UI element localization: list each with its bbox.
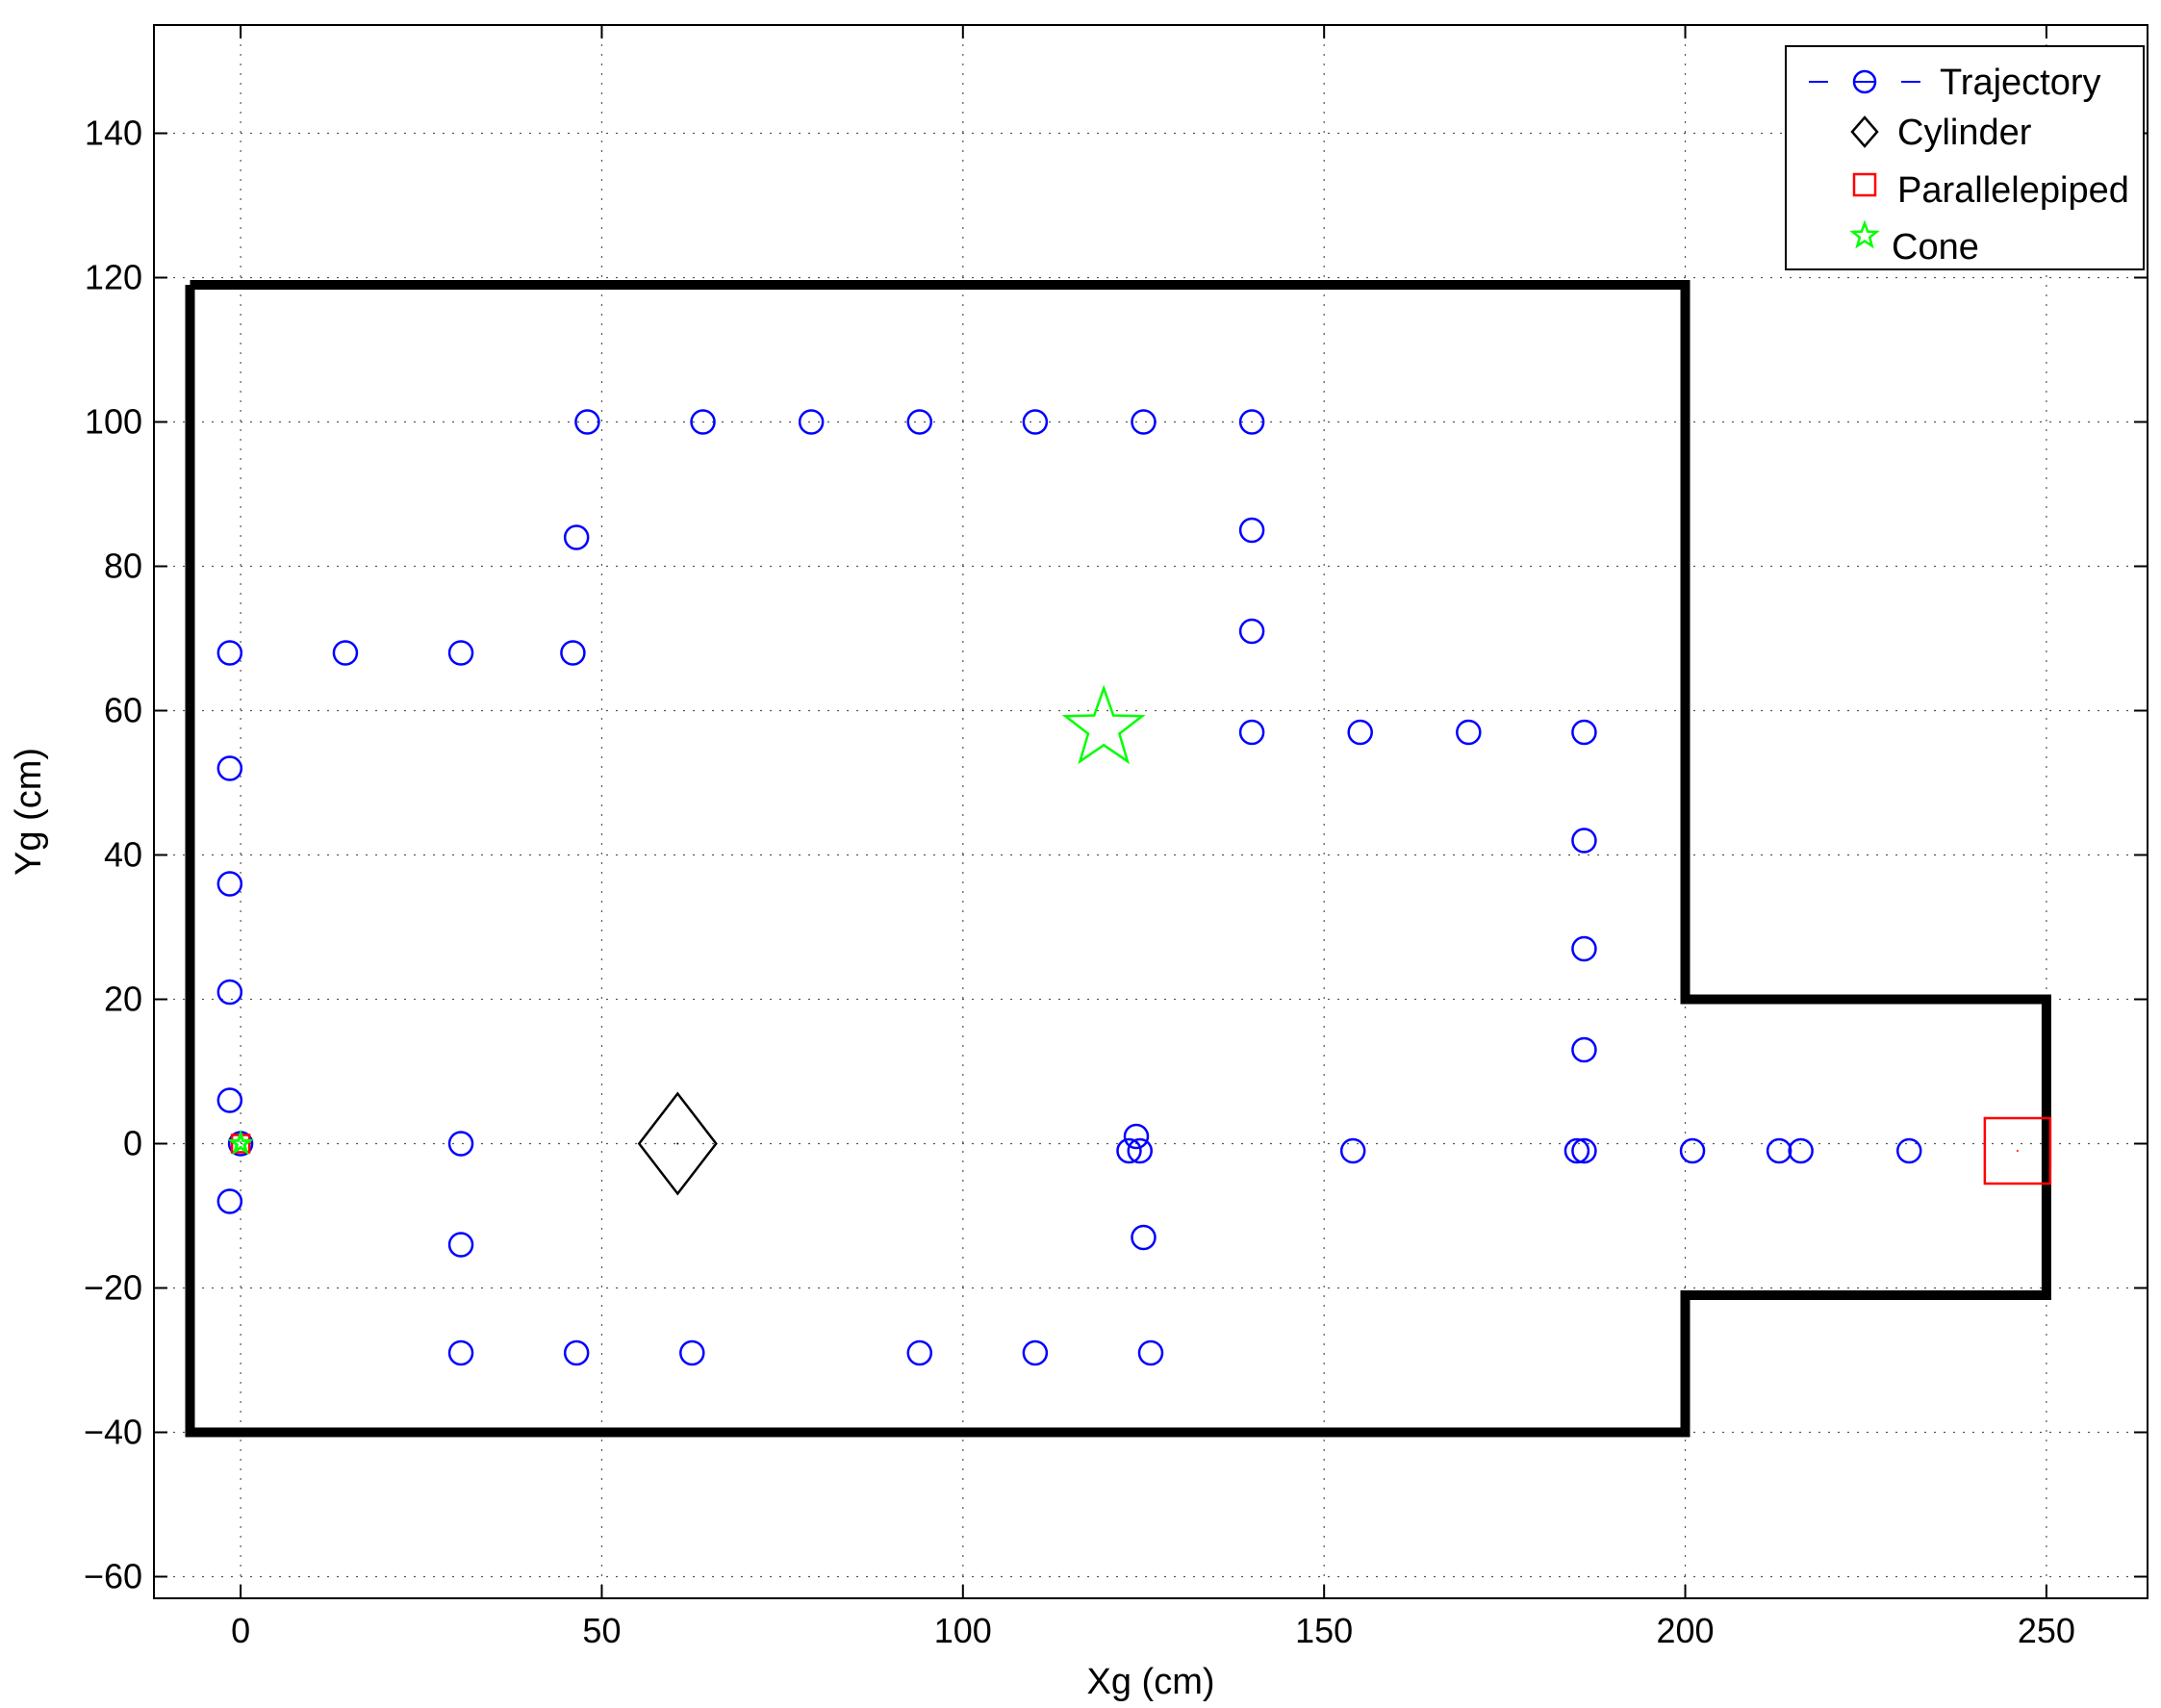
y-tick-label: 140 (85, 114, 142, 153)
trajectory-point (447, 640, 474, 666)
legend-label-cylinder: Cylinder (1897, 113, 2032, 153)
trajectory-point (1238, 409, 1265, 435)
trajectory-point (447, 1339, 474, 1366)
legend-item-cylinder: Cylinder (1850, 113, 2032, 153)
series-trajectory (216, 409, 1922, 1366)
y-tick-label: 20 (104, 980, 142, 1019)
trajectory-point (1896, 1137, 1922, 1164)
trajectory-point (1564, 1137, 1590, 1164)
trajectory-point (1022, 1339, 1049, 1366)
x-axis-label: Xg (cm) (1087, 1662, 1215, 1702)
trajectory-point (563, 524, 590, 550)
trajectory-point (1347, 719, 1373, 746)
x-tick-label: 150 (1295, 1611, 1353, 1650)
x-tick-label: 0 (231, 1611, 250, 1650)
legend-diamond-icon (1850, 115, 1879, 148)
trajectory-point (1339, 1137, 1366, 1164)
legend: Trajectory Cylinder Parallelepiped Cone (1785, 45, 2145, 270)
x-tick-label: 200 (1656, 1611, 1714, 1650)
cylinder-marker (637, 1091, 718, 1196)
trajectory-point (1456, 719, 1482, 746)
trajectory-point (1679, 1137, 1706, 1164)
y-tick-label: −60 (84, 1557, 142, 1596)
cylinder-center-dot (676, 1142, 679, 1145)
trajectory-point (906, 1339, 933, 1366)
y-axis-label: Yg (cm) (9, 748, 49, 876)
trajectory-point (1022, 409, 1049, 435)
legend-trajectory-circle-icon (1852, 69, 1877, 94)
trajectory-point (1127, 1137, 1153, 1164)
trajectory-point (1238, 517, 1265, 544)
trajectory-point (690, 409, 716, 435)
trajectory-point (679, 1339, 705, 1366)
trajectory-point (216, 755, 243, 781)
trajectory-point (447, 1131, 474, 1157)
legend-star-icon (1849, 219, 1880, 249)
trajectory-point (1238, 618, 1265, 645)
trajectory-point (574, 409, 600, 435)
trajectory-point (1571, 828, 1597, 854)
series-parallelepiped (230, 1116, 2052, 1185)
legend-item-cone: Cone (1849, 219, 1979, 268)
y-tick-label: 80 (104, 547, 142, 586)
series-cylinder (637, 1091, 718, 1196)
y-tick-label: 120 (85, 258, 142, 297)
trajectory-point (1788, 1137, 1814, 1164)
trajectory-point (447, 1232, 474, 1258)
axis-ticks: 0 50 100 150 200 250 −60 −40 −20 0 20 40 60 80 100 120 1… (84, 25, 2148, 1650)
data-marks (216, 409, 2052, 1366)
trajectory-point (1137, 1339, 1164, 1366)
room-boundary-wall (185, 280, 2051, 1438)
trajectory-point (216, 640, 243, 666)
y-tick-label: 0 (123, 1124, 142, 1163)
legend-label-trajectory: Trajectory (1940, 63, 2101, 103)
trajectory-point (1131, 1224, 1157, 1251)
parallelepiped-marker (1983, 1116, 2052, 1185)
trajectory-point (1571, 1036, 1597, 1063)
y-tick-label: −20 (84, 1268, 142, 1308)
parallelepiped-center-dot (2016, 1150, 2019, 1152)
trajectory-point (1571, 1137, 1597, 1164)
trajectory-point (216, 1087, 243, 1113)
trajectory-point (1571, 719, 1597, 746)
trajectory-point (560, 640, 586, 666)
legend-item-trajectory: Trajectory (1809, 63, 2101, 103)
x-tick-label: 250 (2018, 1611, 2075, 1650)
cone-marker (227, 1129, 254, 1156)
legend-square-icon (1852, 172, 1877, 197)
trajectory-point (332, 640, 359, 666)
legend-box (1785, 45, 2145, 270)
y-tick-label: −40 (84, 1413, 142, 1452)
trajectory-point (216, 1188, 243, 1214)
legend-item-parallelepiped: Parallelepiped (1852, 170, 2129, 211)
cone-marker (1061, 684, 1146, 765)
legend-label-parallelepiped: Parallelepiped (1897, 170, 2129, 211)
trajectory-point (906, 409, 933, 435)
y-tick-label: 100 (85, 402, 142, 442)
x-tick-label: 50 (582, 1611, 621, 1650)
y-tick-label: 40 (104, 835, 142, 875)
trajectory-point (1766, 1137, 1792, 1164)
series-cone (227, 684, 1146, 1156)
trajectory-point (1123, 1123, 1150, 1150)
plot-area-frame (153, 24, 2148, 1599)
x-tick-label: 100 (934, 1611, 992, 1650)
legend-label-cone: Cone (1892, 227, 1979, 268)
trajectory-point (1238, 719, 1265, 746)
trajectory-point (1116, 1137, 1142, 1164)
trajectory-point (563, 1339, 590, 1366)
trajectory-point (216, 871, 243, 897)
trajectory-point (216, 979, 243, 1006)
trajectory-point (1571, 935, 1597, 962)
trajectory-point (1131, 409, 1157, 435)
room-boundary-layer (185, 280, 2051, 1438)
trajectory-point (798, 409, 825, 435)
y-tick-label: 60 (104, 691, 142, 730)
